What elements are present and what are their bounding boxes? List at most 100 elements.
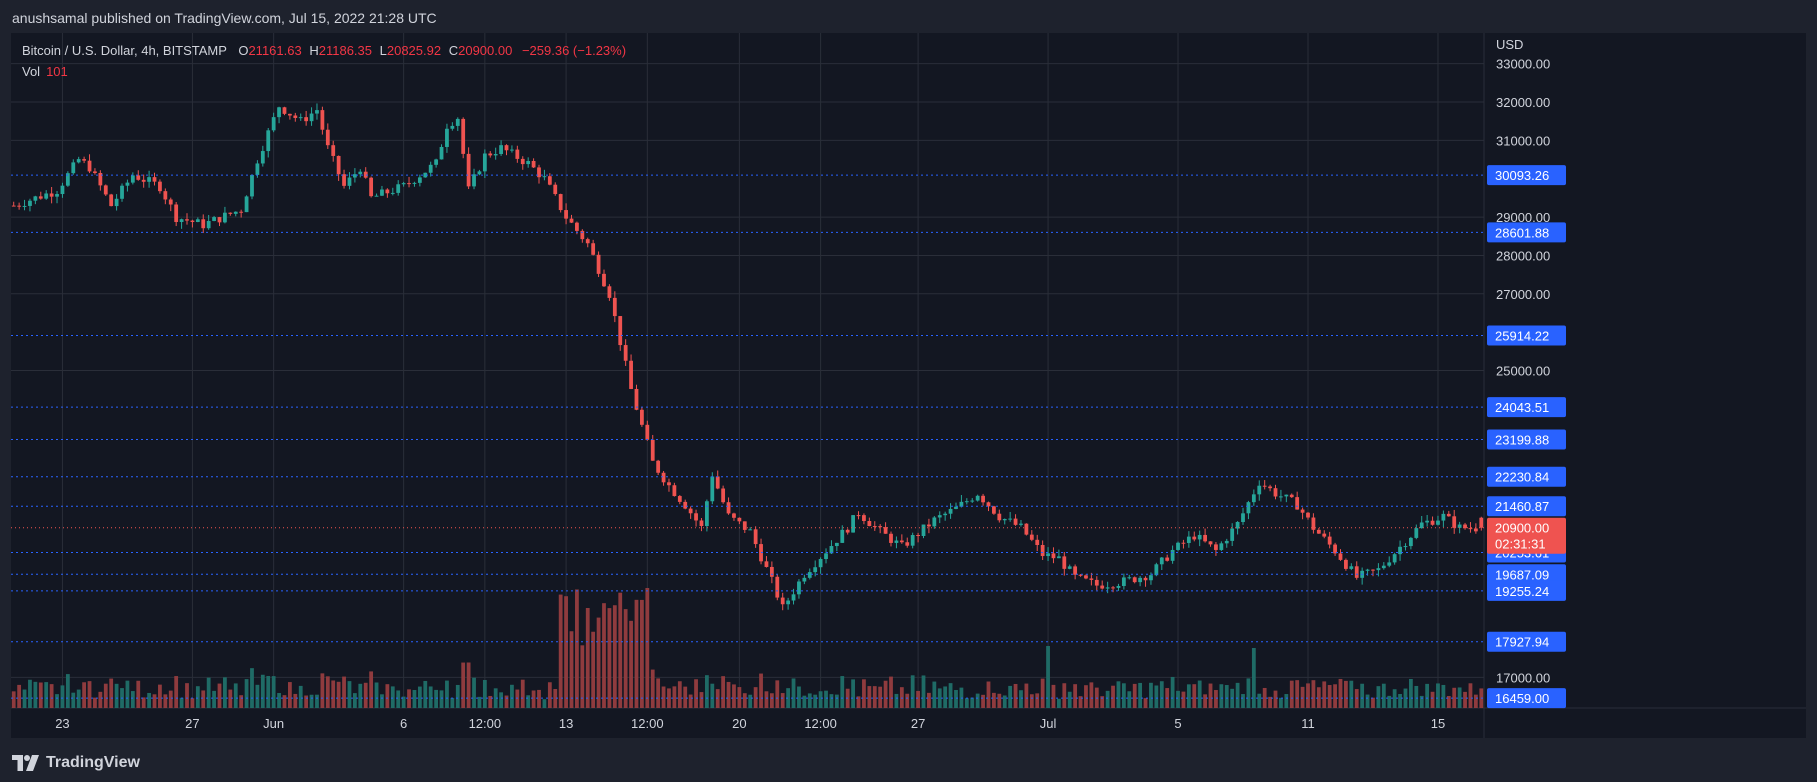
candle-body [271, 117, 276, 131]
volume-bar [60, 685, 65, 708]
volume-bar [1300, 686, 1305, 708]
volume-bar [634, 599, 639, 708]
price-level-tag[interactable] [1487, 688, 1566, 709]
price-level-tag[interactable] [1487, 325, 1566, 346]
volume-bar [206, 677, 211, 708]
volume-bar [228, 689, 233, 708]
candle-body [1425, 520, 1430, 523]
volume-bar [688, 694, 693, 708]
candle-body [396, 184, 401, 193]
volume-bar [439, 690, 444, 708]
price-level-tag[interactable] [1487, 631, 1566, 652]
volume-bar [721, 676, 726, 708]
volume-bar [520, 679, 525, 708]
candle-body [1176, 542, 1180, 550]
volume-bar [802, 695, 807, 708]
candle-body [120, 185, 124, 199]
volume-bar [233, 683, 238, 708]
candle-body [266, 130, 271, 152]
candle-body [44, 193, 49, 199]
candle-body [737, 517, 742, 522]
volume-bar [1257, 693, 1262, 708]
candle-body [1235, 522, 1240, 529]
candle-body [591, 243, 596, 255]
volume-bar [1333, 684, 1337, 708]
candle-body [1349, 566, 1354, 569]
volume-bar [342, 676, 346, 708]
candle-body [1132, 577, 1137, 583]
candle-body [1154, 564, 1159, 576]
volume-bar [1056, 698, 1061, 708]
volume-bar [515, 689, 520, 708]
volume-bar [1273, 690, 1278, 708]
volume-bar [217, 683, 222, 708]
open-value: 21161.63 [248, 43, 302, 58]
volume-bar [1295, 680, 1300, 708]
candle-body [813, 567, 818, 573]
price-level-tag[interactable] [1487, 222, 1566, 243]
time-tick-label: 12:00 [469, 716, 502, 731]
candle-body [163, 191, 168, 200]
volume-bar [38, 682, 43, 708]
volume-bar [878, 686, 883, 708]
candle-body [1138, 577, 1143, 583]
price-level-tag[interactable] [1487, 496, 1566, 517]
candle-body [1121, 577, 1126, 586]
volume-bar [699, 692, 704, 708]
candle-body [1436, 520, 1440, 525]
volume-bar [1408, 678, 1413, 708]
candle-body [1398, 546, 1402, 555]
candle-body [975, 495, 980, 501]
price-level-tag[interactable] [1487, 580, 1566, 601]
volume-bar [266, 676, 271, 708]
low-value: 20825.92 [386, 43, 442, 58]
price-level-tag[interactable] [1487, 466, 1566, 487]
price-level-tag[interactable] [1487, 429, 1566, 450]
volume-bar [412, 689, 417, 708]
candle-body [1067, 566, 1072, 569]
volume-bar [277, 693, 281, 708]
volume-bar [466, 662, 471, 708]
volume-bar [948, 683, 953, 708]
candle-body [439, 146, 444, 160]
candle-body [1381, 565, 1386, 569]
price-level-tag[interactable] [1487, 564, 1566, 585]
vol-label[interactable]: Vol [22, 64, 41, 79]
candle-body [1029, 534, 1034, 540]
price-level-tag[interactable] [1487, 165, 1566, 186]
volume-bar [1192, 684, 1197, 708]
tradingview-footer[interactable]: TradingView [12, 752, 140, 774]
candle-body [125, 182, 130, 186]
volume-bar [1159, 681, 1164, 708]
volume-bar [645, 588, 650, 708]
price-chart[interactable]: 17000.00 25000.00 27000.00 28000.00 29000.00… [11, 33, 1806, 738]
volume-bar [580, 645, 585, 708]
volume-bar [992, 692, 996, 708]
candle-body [499, 145, 503, 155]
candle-body [466, 153, 471, 187]
candle-body [1073, 566, 1078, 575]
candle-body [607, 286, 612, 298]
chart-pane[interactable]: 17000.00 25000.00 27000.00 28000.00 29000.00… [11, 33, 1806, 738]
candle-body [1419, 522, 1424, 529]
candle-body [477, 171, 482, 175]
candle-body [136, 175, 141, 180]
volume-bar [547, 682, 552, 708]
candle-body [948, 508, 953, 514]
candle-body [374, 195, 379, 197]
time-tick-label: 12:00 [804, 716, 837, 731]
candle-body [623, 345, 628, 361]
candle-body [661, 472, 666, 483]
volume-bar [472, 677, 476, 708]
candle-body [618, 316, 623, 346]
candle-body [851, 515, 855, 533]
candle-body [1333, 544, 1337, 554]
volume-bar [1105, 690, 1110, 708]
volume-bar [1224, 685, 1229, 708]
volume-bar [147, 692, 151, 708]
price-level-tag[interactable] [1487, 397, 1566, 418]
candle-body [174, 204, 179, 223]
currency-label[interactable]: USD [1496, 37, 1523, 52]
symbol-title[interactable]: Bitcoin / U.S. Dollar, 4h, BITSTAMP [22, 43, 227, 58]
change-value: −259.36 (−1.23%) [521, 43, 627, 58]
